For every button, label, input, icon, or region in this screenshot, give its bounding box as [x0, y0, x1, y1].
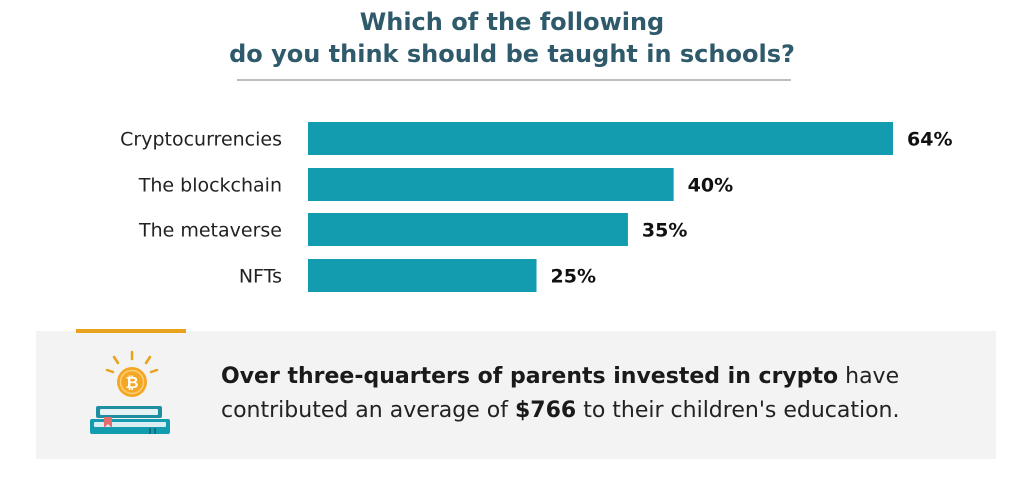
value-label: 35% — [642, 220, 687, 242]
coin-on-books-icon: ₿ — [90, 350, 170, 434]
category-label: NFTs — [239, 266, 282, 288]
coin-icon — [117, 367, 147, 397]
value-label: 40% — [688, 175, 733, 197]
category-label: The blockchain — [138, 175, 282, 197]
bar-chart: Cryptocurrencies 64% The blockchain 40% The … — [120, 122, 952, 292]
callout-bold-lead: Over three-quarters of parents invested … — [221, 364, 839, 389]
chart-title-line-1: Which of the following — [359, 8, 665, 36]
callout-text-part-2: to their children's education. — [576, 398, 900, 423]
bookmark-icon — [104, 417, 112, 428]
chart-title: Which of the following do you think shou… — [0, 6, 1024, 70]
callout-accent-bar — [76, 329, 186, 333]
bar — [308, 122, 893, 155]
bar — [308, 259, 537, 292]
coin-symbol: ₿ — [125, 373, 138, 392]
callout-box — [36, 331, 996, 459]
chart-title-line-2: do you think should be taught in schools… — [229, 40, 795, 68]
value-label: 25% — [551, 266, 596, 288]
callout-text-part-1: have contributed an average of — [221, 364, 900, 423]
bar — [308, 168, 674, 201]
category-label: The metaverse — [138, 220, 282, 242]
value-label: 64% — [907, 129, 952, 151]
title-underline — [237, 79, 791, 81]
coin-rays — [105, 350, 159, 374]
books-icon — [90, 406, 170, 434]
category-label: Cryptocurrencies — [120, 129, 282, 151]
bar — [308, 213, 628, 246]
callout-amount: $766 — [514, 398, 577, 423]
callout-text: Over three-quarters of parents invested … — [221, 360, 981, 428]
